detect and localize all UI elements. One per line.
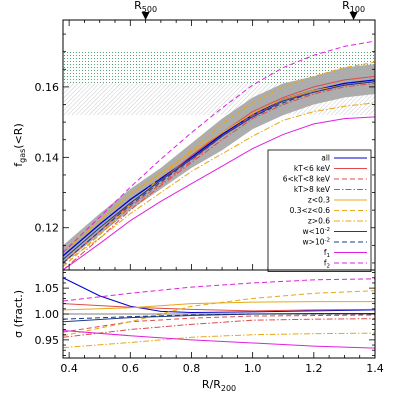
series-lines-lower <box>63 277 375 349</box>
x-tick-label: 1.2 <box>305 362 323 375</box>
upper-series-z-0-3-4 <box>63 81 375 253</box>
lower-series-w-10-2-8 <box>63 313 375 320</box>
lower-y-tick-label: 1.05 <box>35 282 60 295</box>
upper-series-f-2-10 <box>63 40 375 253</box>
legend-label: z>0.6 <box>308 217 330 226</box>
legend-label-main: f <box>324 248 327 257</box>
legend-label: kT<6 keV <box>294 164 331 173</box>
legend-label-main: f <box>324 259 327 268</box>
legend-label-main: kT<6 keV <box>294 164 331 173</box>
radius-marker-sub: 100 <box>350 5 365 14</box>
upper-series-f-1-9 <box>63 116 375 270</box>
upper-series-w-10-2-8 <box>63 81 375 264</box>
lower-series-z-0-3-4 <box>63 301 375 311</box>
upper-series-kt-8-kev-3 <box>63 82 375 270</box>
lower-series-f-1-9 <box>63 330 375 349</box>
y-label-upper-sub: gas <box>18 149 27 163</box>
y-label-upper-main: f <box>12 162 25 167</box>
legend-label-main: 0.3<z<0.6 <box>290 206 331 215</box>
legend-label-sub: 1 <box>327 253 331 259</box>
legend-label: 6<kT<8 keV <box>283 175 331 184</box>
legend-label: 0.3<z<0.6 <box>290 206 331 215</box>
legend-label-main: z<0.3 <box>308 196 330 205</box>
series-lines-upper <box>63 40 375 270</box>
x-tick-label: 0.8 <box>183 362 201 375</box>
legend-label-sup: -2 <box>325 238 330 244</box>
x-label-main: R/R <box>202 378 221 391</box>
upper-y-tick-label: 0.16 <box>35 81 60 94</box>
lower-y-tick-label: 1.00 <box>35 308 60 321</box>
x-label-sub: 200 <box>221 384 236 393</box>
legend-label-main: z>0.6 <box>308 217 330 226</box>
top-radius-markers: R500 R100 <box>134 0 365 20</box>
lower-y-tick-label: 0.95 <box>35 334 60 347</box>
y-axis-label-upper: fgas(<R) <box>12 123 27 166</box>
legend-label-main: w>10 <box>303 238 325 247</box>
legend-label-main: w<10 <box>303 227 325 236</box>
upper-series-0-3-z-0-6-5 <box>63 61 375 267</box>
legend-label: f2 <box>324 259 330 270</box>
legend-label-main: all <box>321 154 330 163</box>
radius-marker-main: R <box>342 0 350 12</box>
upper-axis-ticks: 0.12 0.14 0.16 <box>35 20 376 270</box>
legend-label: kT>8 keV <box>294 185 331 194</box>
x-tick-label: 0.6 <box>122 362 140 375</box>
legend-label: z<0.3 <box>308 196 330 205</box>
upper-series-z-0-6-6 <box>63 102 375 264</box>
radius-marker-triangle <box>349 12 358 20</box>
legend-label-main: 6<kT<8 keV <box>283 175 331 184</box>
upper-series-all-0 <box>63 79 375 257</box>
x-tick-label: 0.4 <box>60 362 78 375</box>
y-axis-label-lower: σ (fract.) <box>12 290 25 338</box>
legend-label: f1 <box>324 248 330 259</box>
legend-label: w>10-2 <box>303 238 330 247</box>
x-tick-label: 1.4 <box>366 362 384 375</box>
lower-panel: 0.4 0.6 0.8 1.0 1.2 1.4 0.95 1.00 1.05 σ (fract.… <box>12 269 384 375</box>
radius-marker-main: R <box>134 0 142 12</box>
lower-series-w-10-2-7 <box>63 312 375 323</box>
radius-marker-label: R500 <box>134 0 157 14</box>
radius-marker-label: R100 <box>342 0 365 14</box>
radius-marker-sub: 500 <box>142 5 157 14</box>
x-tick-label: 1.0 <box>244 362 262 375</box>
lower-series-z-0-6-6 <box>63 332 375 349</box>
legend-label: all <box>321 154 330 163</box>
radius-marker-triangle <box>141 12 150 20</box>
lower-series-6-kt-8-kev-2 <box>63 314 375 333</box>
lower-series-f-2-10 <box>63 278 375 302</box>
upper-y-tick-label: 0.14 <box>35 151 60 164</box>
upper-series-6-kt-8-kev-2 <box>63 81 375 267</box>
lower-series-kt-8-kev-3 <box>63 318 375 338</box>
legend-label-main: kT>8 keV <box>294 185 331 194</box>
y-label-upper-tail: (<R) <box>12 123 25 148</box>
lower-series-0-3-z-0-6-5 <box>63 290 375 337</box>
legend-label-sup: -2 <box>325 227 330 233</box>
legend-label-sub: 2 <box>327 264 331 270</box>
x-axis-label: R/R200 <box>202 378 236 393</box>
lower-axis-ticks: 0.4 0.6 0.8 1.0 1.2 1.4 0.95 1.00 1.05 <box>35 272 384 375</box>
legend-label: w<10-2 <box>303 227 330 236</box>
lower-series-all-0 <box>63 277 375 313</box>
upper-y-tick-label: 0.12 <box>35 222 60 235</box>
lower-series-kt-6-kev-1 <box>63 303 375 312</box>
